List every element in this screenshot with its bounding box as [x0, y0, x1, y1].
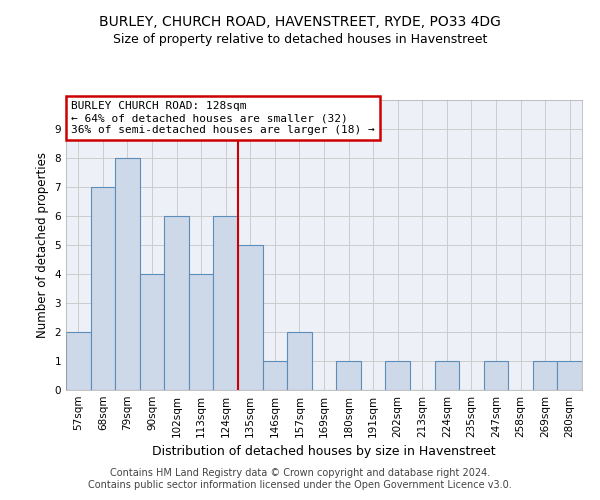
Text: BURLEY, CHURCH ROAD, HAVENSTREET, RYDE, PO33 4DG: BURLEY, CHURCH ROAD, HAVENSTREET, RYDE, …: [99, 15, 501, 29]
Bar: [263, 361, 287, 390]
Bar: [557, 361, 582, 390]
Bar: [91, 187, 115, 390]
Bar: [434, 361, 459, 390]
X-axis label: Distribution of detached houses by size in Havenstreet: Distribution of detached houses by size …: [152, 446, 496, 458]
Bar: [533, 361, 557, 390]
Bar: [115, 158, 140, 390]
Bar: [214, 216, 238, 390]
Bar: [484, 361, 508, 390]
Y-axis label: Number of detached properties: Number of detached properties: [36, 152, 49, 338]
Bar: [140, 274, 164, 390]
Bar: [287, 332, 312, 390]
Bar: [336, 361, 361, 390]
Bar: [189, 274, 214, 390]
Text: Contains HM Land Registry data © Crown copyright and database right 2024.
Contai: Contains HM Land Registry data © Crown c…: [88, 468, 512, 490]
Bar: [66, 332, 91, 390]
Bar: [385, 361, 410, 390]
Text: Size of property relative to detached houses in Havenstreet: Size of property relative to detached ho…: [113, 32, 487, 46]
Text: BURLEY CHURCH ROAD: 128sqm
← 64% of detached houses are smaller (32)
36% of semi: BURLEY CHURCH ROAD: 128sqm ← 64% of deta…: [71, 102, 375, 134]
Bar: [238, 245, 263, 390]
Bar: [164, 216, 189, 390]
